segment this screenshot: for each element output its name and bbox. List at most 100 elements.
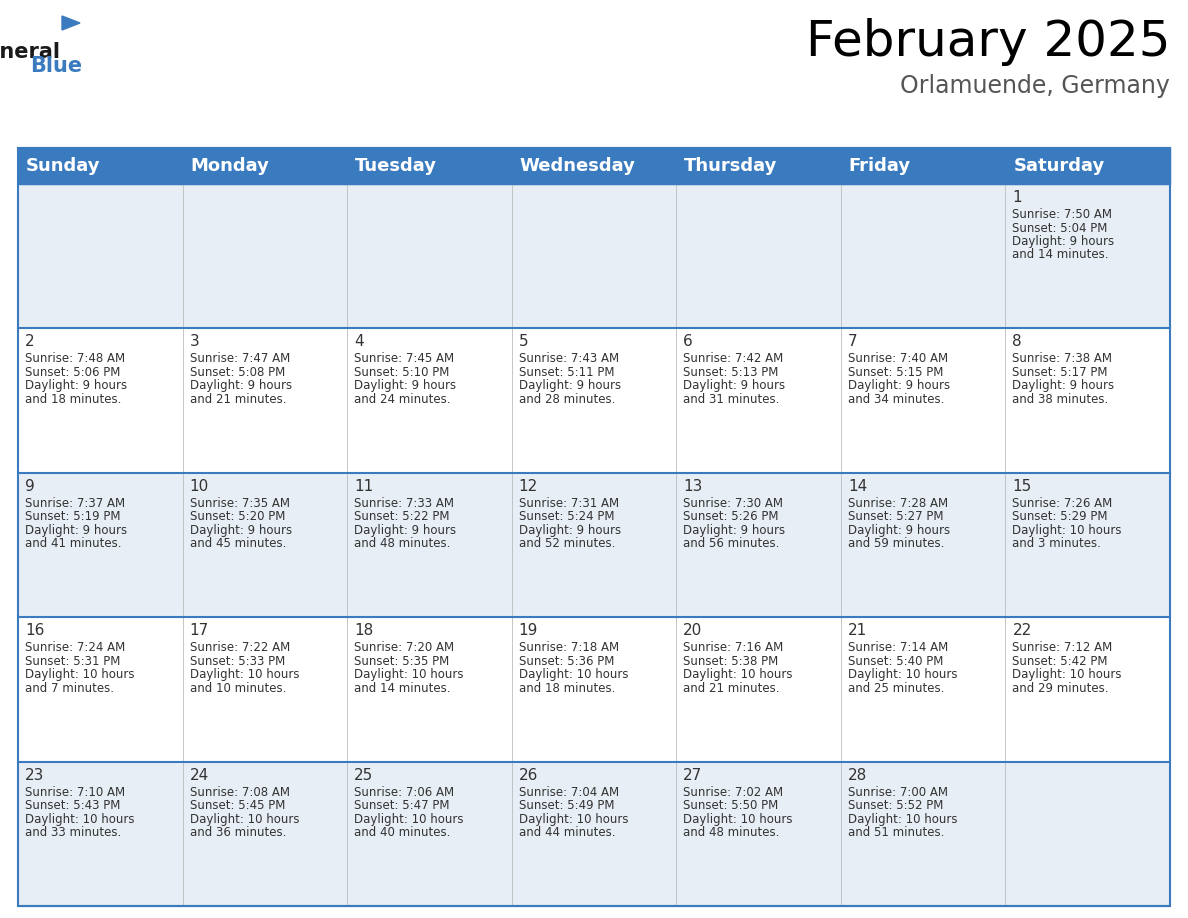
Text: Sunrise: 7:04 AM: Sunrise: 7:04 AM: [519, 786, 619, 799]
Text: Sunrise: 7:22 AM: Sunrise: 7:22 AM: [190, 641, 290, 655]
Text: Sunrise: 7:20 AM: Sunrise: 7:20 AM: [354, 641, 454, 655]
Text: Sunset: 5:24 PM: Sunset: 5:24 PM: [519, 510, 614, 523]
Bar: [512, 329, 676, 473]
Bar: [512, 473, 676, 617]
Text: Monday: Monday: [190, 157, 270, 175]
Text: Daylight: 9 hours: Daylight: 9 hours: [848, 524, 950, 537]
Bar: [512, 148, 676, 184]
Text: Daylight: 9 hours: Daylight: 9 hours: [190, 379, 292, 392]
Text: Sunrise: 7:50 AM: Sunrise: 7:50 AM: [1012, 208, 1112, 221]
Text: Orlamuende, Germany: Orlamuende, Germany: [901, 74, 1170, 98]
Text: 15: 15: [1012, 479, 1031, 494]
Bar: [1005, 473, 1170, 617]
Text: General: General: [0, 42, 61, 62]
Text: Daylight: 10 hours: Daylight: 10 hours: [848, 668, 958, 681]
Bar: [18, 617, 183, 762]
Bar: [183, 473, 347, 617]
Text: Daylight: 10 hours: Daylight: 10 hours: [190, 668, 299, 681]
Text: Friday: Friday: [849, 157, 911, 175]
Bar: [347, 148, 512, 184]
Bar: [512, 184, 676, 329]
Text: Sunset: 5:11 PM: Sunset: 5:11 PM: [519, 366, 614, 379]
Text: 21: 21: [848, 623, 867, 638]
Text: 18: 18: [354, 623, 373, 638]
Text: 8: 8: [1012, 334, 1022, 350]
Text: and 45 minutes.: and 45 minutes.: [190, 537, 286, 550]
Text: Daylight: 10 hours: Daylight: 10 hours: [354, 812, 463, 825]
Text: Sunrise: 7:28 AM: Sunrise: 7:28 AM: [848, 497, 948, 509]
Text: Daylight: 9 hours: Daylight: 9 hours: [683, 524, 785, 537]
Bar: [676, 762, 841, 906]
Text: and 21 minutes.: and 21 minutes.: [683, 682, 779, 695]
Text: and 14 minutes.: and 14 minutes.: [354, 682, 450, 695]
Text: 24: 24: [190, 767, 209, 783]
Text: and 48 minutes.: and 48 minutes.: [354, 537, 450, 550]
Text: Sunrise: 7:02 AM: Sunrise: 7:02 AM: [683, 786, 783, 799]
Text: Sunset: 5:36 PM: Sunset: 5:36 PM: [519, 655, 614, 667]
Text: 7: 7: [848, 334, 858, 350]
Text: Daylight: 10 hours: Daylight: 10 hours: [1012, 668, 1121, 681]
Text: Sunset: 5:04 PM: Sunset: 5:04 PM: [1012, 221, 1107, 234]
Text: Sunset: 5:06 PM: Sunset: 5:06 PM: [25, 366, 120, 379]
Text: 27: 27: [683, 767, 702, 783]
Text: 11: 11: [354, 479, 373, 494]
Bar: [512, 617, 676, 762]
Text: and 28 minutes.: and 28 minutes.: [519, 393, 615, 406]
Text: Sunset: 5:26 PM: Sunset: 5:26 PM: [683, 510, 779, 523]
Text: Daylight: 10 hours: Daylight: 10 hours: [683, 812, 792, 825]
Text: and 56 minutes.: and 56 minutes.: [683, 537, 779, 550]
Text: Sunrise: 7:16 AM: Sunrise: 7:16 AM: [683, 641, 784, 655]
Text: Sunrise: 7:24 AM: Sunrise: 7:24 AM: [25, 641, 125, 655]
Bar: [1005, 329, 1170, 473]
Text: Sunset: 5:13 PM: Sunset: 5:13 PM: [683, 366, 778, 379]
Text: and 48 minutes.: and 48 minutes.: [683, 826, 779, 839]
Text: Daylight: 9 hours: Daylight: 9 hours: [25, 379, 127, 392]
Text: and 41 minutes.: and 41 minutes.: [25, 537, 121, 550]
Text: Sunrise: 7:08 AM: Sunrise: 7:08 AM: [190, 786, 290, 799]
Text: Sunrise: 7:33 AM: Sunrise: 7:33 AM: [354, 497, 454, 509]
Text: Sunset: 5:50 PM: Sunset: 5:50 PM: [683, 799, 778, 812]
Text: Sunrise: 7:40 AM: Sunrise: 7:40 AM: [848, 353, 948, 365]
Bar: [183, 329, 347, 473]
Text: Sunset: 5:17 PM: Sunset: 5:17 PM: [1012, 366, 1108, 379]
Text: Sunset: 5:33 PM: Sunset: 5:33 PM: [190, 655, 285, 667]
Text: Sunrise: 7:43 AM: Sunrise: 7:43 AM: [519, 353, 619, 365]
Text: 20: 20: [683, 623, 702, 638]
Text: and 52 minutes.: and 52 minutes.: [519, 537, 615, 550]
Text: Sunset: 5:27 PM: Sunset: 5:27 PM: [848, 510, 943, 523]
Text: and 31 minutes.: and 31 minutes.: [683, 393, 779, 406]
Text: Sunrise: 7:10 AM: Sunrise: 7:10 AM: [25, 786, 125, 799]
Text: and 25 minutes.: and 25 minutes.: [848, 682, 944, 695]
Text: 4: 4: [354, 334, 364, 350]
Text: Sunrise: 7:18 AM: Sunrise: 7:18 AM: [519, 641, 619, 655]
Text: Sunset: 5:49 PM: Sunset: 5:49 PM: [519, 799, 614, 812]
Bar: [18, 473, 183, 617]
Text: Sunrise: 7:12 AM: Sunrise: 7:12 AM: [1012, 641, 1113, 655]
Text: 17: 17: [190, 623, 209, 638]
Text: and 24 minutes.: and 24 minutes.: [354, 393, 450, 406]
Bar: [841, 329, 1005, 473]
Text: Daylight: 9 hours: Daylight: 9 hours: [1012, 379, 1114, 392]
Text: 13: 13: [683, 479, 702, 494]
Bar: [1005, 762, 1170, 906]
Text: Sunset: 5:29 PM: Sunset: 5:29 PM: [1012, 510, 1108, 523]
Text: Daylight: 9 hours: Daylight: 9 hours: [519, 524, 621, 537]
Text: Daylight: 10 hours: Daylight: 10 hours: [683, 668, 792, 681]
Text: Sunrise: 7:06 AM: Sunrise: 7:06 AM: [354, 786, 454, 799]
Text: and 18 minutes.: and 18 minutes.: [25, 393, 121, 406]
Text: Sunrise: 7:47 AM: Sunrise: 7:47 AM: [190, 353, 290, 365]
Bar: [841, 148, 1005, 184]
Text: Wednesday: Wednesday: [519, 157, 636, 175]
Text: Sunset: 5:19 PM: Sunset: 5:19 PM: [25, 510, 120, 523]
Text: Sunset: 5:43 PM: Sunset: 5:43 PM: [25, 799, 120, 812]
Text: Sunrise: 7:00 AM: Sunrise: 7:00 AM: [848, 786, 948, 799]
Text: Sunset: 5:20 PM: Sunset: 5:20 PM: [190, 510, 285, 523]
Text: and 21 minutes.: and 21 minutes.: [190, 393, 286, 406]
Text: Sunset: 5:52 PM: Sunset: 5:52 PM: [848, 799, 943, 812]
Text: Daylight: 10 hours: Daylight: 10 hours: [190, 812, 299, 825]
Text: 26: 26: [519, 767, 538, 783]
Bar: [676, 148, 841, 184]
Text: Sunrise: 7:30 AM: Sunrise: 7:30 AM: [683, 497, 783, 509]
Text: 22: 22: [1012, 623, 1031, 638]
Bar: [1005, 184, 1170, 329]
